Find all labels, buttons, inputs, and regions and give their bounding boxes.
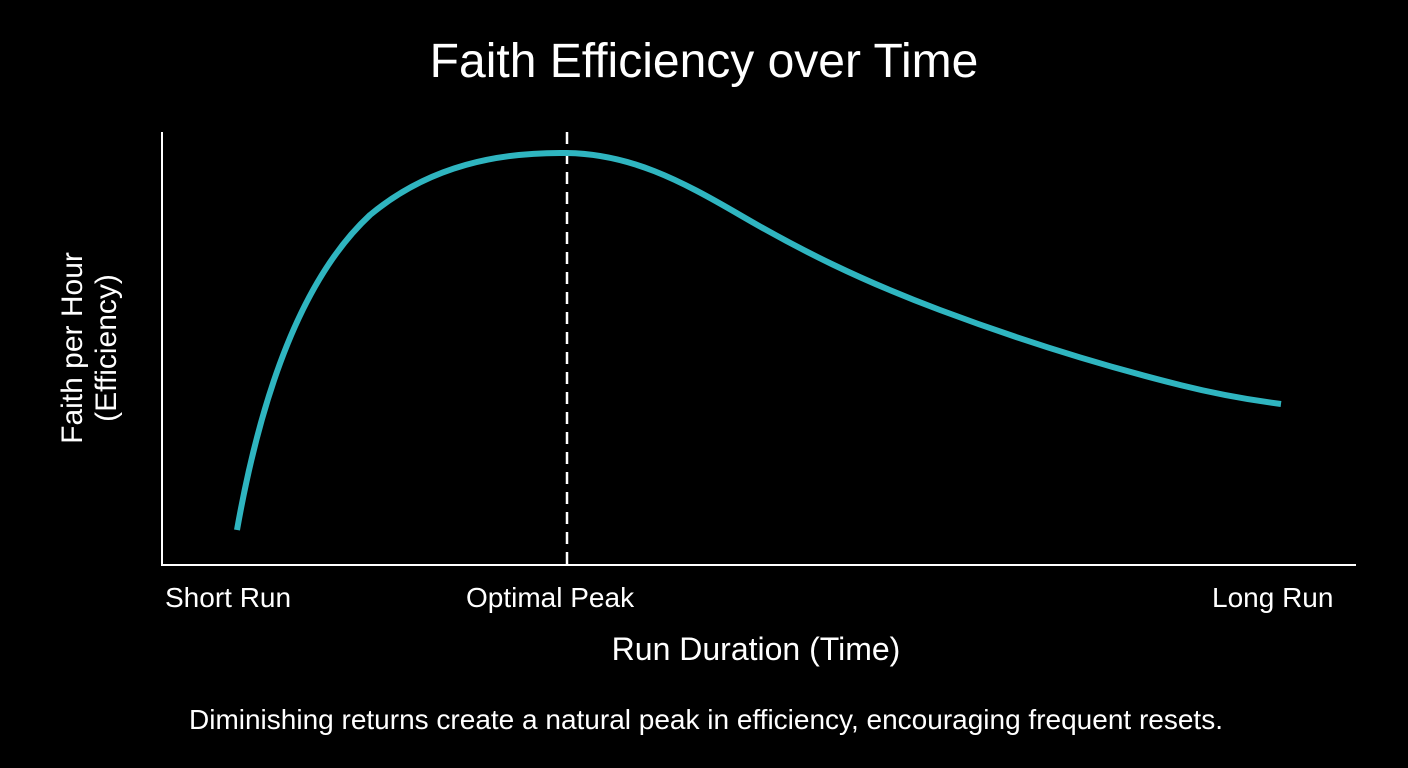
x-tick-long-run: Long Run bbox=[1212, 582, 1334, 613]
chart-caption: Diminishing returns create a natural pea… bbox=[189, 704, 1223, 735]
x-axis-label: Run Duration (Time) bbox=[611, 631, 901, 667]
chart-title: Faith Efficiency over Time bbox=[429, 35, 979, 88]
x-tick-optimal-peak: Optimal Peak bbox=[466, 582, 635, 613]
x-tick-short-run: Short Run bbox=[165, 582, 292, 613]
efficiency-curve bbox=[234, 149, 1282, 531]
